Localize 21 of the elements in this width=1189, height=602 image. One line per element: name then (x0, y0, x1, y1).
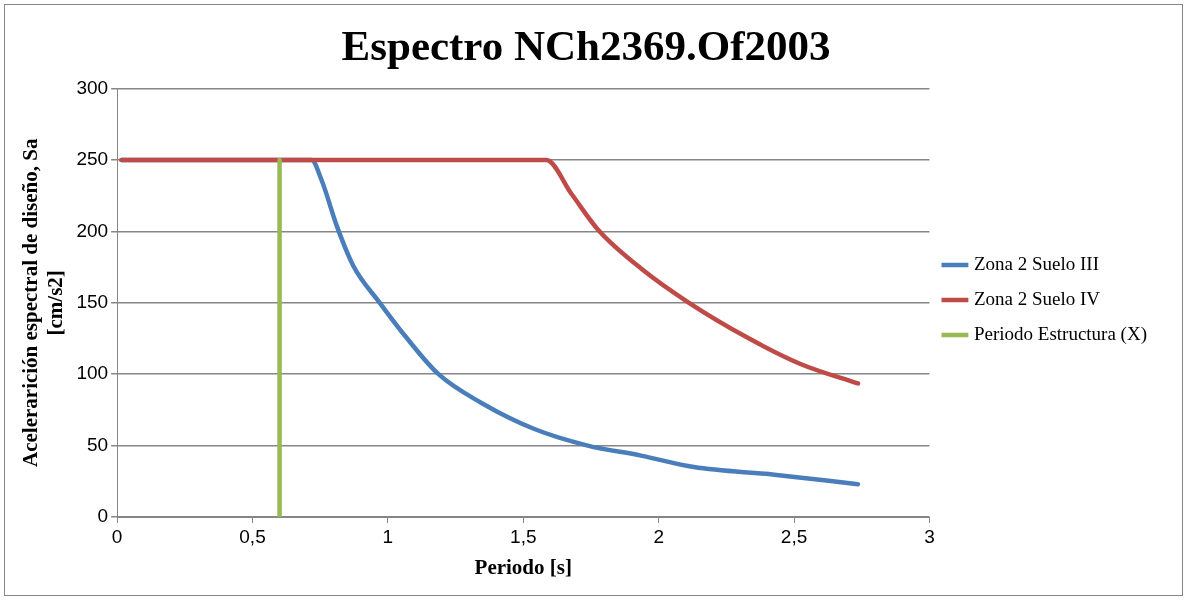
y-tick-label: 250 (76, 148, 109, 170)
y-tick-label: 150 (76, 291, 109, 313)
y-tick-label: 100 (76, 362, 109, 384)
x-tick-label: 0,5 (239, 525, 266, 547)
y-tick-label: 300 (76, 76, 109, 98)
x-tick-label: 1,5 (510, 525, 537, 547)
y-tick-label: 0 (97, 505, 109, 527)
x-tick-label: 1 (382, 525, 394, 547)
x-tick-label: 0 (111, 525, 123, 547)
legend-label: Zona 2 Suelo III (973, 252, 1099, 274)
y-axis-title: Acelerarición espectral de diseño, Sa [cm/s2] (18, 138, 68, 467)
y-tick-label: 200 (76, 219, 109, 241)
chart-title: Espectro NCh2369.Of2003 (341, 21, 831, 69)
y-tick-label: 50 (86, 433, 109, 455)
x-tick-label: 2,5 (780, 525, 808, 547)
x-axis-title: Periodo [s] (474, 554, 572, 579)
legend-label: Zona 2 Suelo IV (973, 287, 1101, 309)
x-tick-label: 2 (653, 525, 664, 547)
line-series (119, 157, 861, 386)
x-tick-label: 3 (924, 525, 935, 547)
legend-label: Periodo Estructura (X) (973, 322, 1147, 345)
